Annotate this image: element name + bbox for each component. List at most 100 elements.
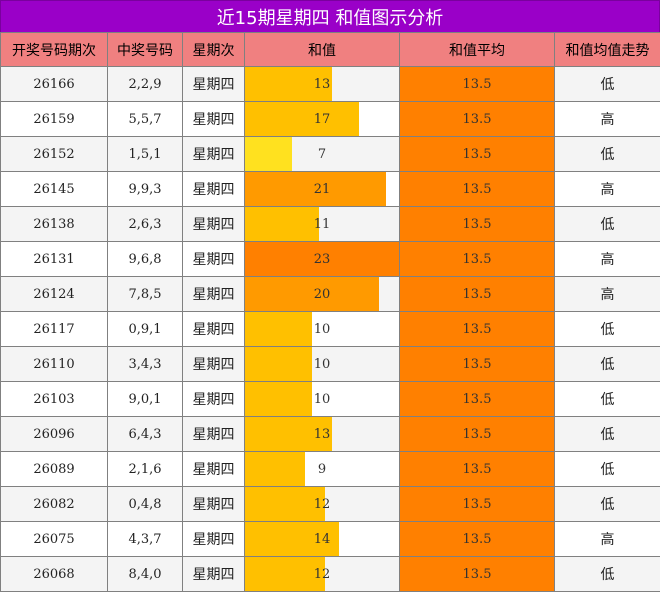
sum-cell: 10 (244, 311, 400, 347)
trend-cell: 低 (554, 136, 660, 172)
trend-cell: 低 (554, 381, 660, 417)
weekday-cell: 星期四 (182, 346, 245, 382)
sum-value-label: 13 (313, 426, 331, 442)
sum-value-label: 10 (313, 391, 331, 407)
sum-bar-track: 12 (245, 557, 399, 591)
sum-bar (245, 172, 386, 206)
weekday-cell: 星期四 (182, 521, 245, 557)
sum-value-label: 10 (313, 356, 331, 372)
sum-bar-track: 10 (245, 312, 399, 346)
sum-bar-track: 7 (245, 137, 399, 171)
issue-cell: 26075 (0, 521, 108, 557)
header-trend: 和值均值走势 (554, 32, 660, 67)
sum-bar-track: 21 (245, 172, 399, 206)
average-cell: 13.5 (399, 451, 555, 487)
sum-cell: 10 (244, 346, 400, 382)
sum-cell: 12 (244, 556, 400, 592)
sum-value-label: 11 (313, 216, 331, 232)
sum-bar (245, 207, 319, 241)
average-cell: 13.5 (399, 346, 555, 382)
sum-cell: 13 (244, 66, 400, 102)
weekday-cell: 星期四 (182, 66, 245, 102)
issue-cell: 26096 (0, 416, 108, 452)
table-row: 26096 6,4,3 星期四 13 13.5 低 (0, 416, 660, 452)
trend-cell: 高 (554, 276, 660, 312)
sum-value-label: 12 (313, 566, 331, 582)
sum-cell: 9 (244, 451, 400, 487)
average-cell: 13.5 (399, 101, 555, 137)
sum-cell: 7 (244, 136, 400, 172)
trend-cell: 低 (554, 206, 660, 242)
average-cell: 13.5 (399, 556, 555, 592)
table-row: 26103 9,0,1 星期四 10 13.5 低 (0, 381, 660, 417)
sum-value-label: 10 (313, 321, 331, 337)
trend-cell: 低 (554, 346, 660, 382)
issue-cell: 26131 (0, 241, 108, 277)
header-issue: 开奖号码期次 (0, 32, 108, 67)
average-cell: 13.5 (399, 66, 555, 102)
issue-cell: 26138 (0, 206, 108, 242)
numbers-cell: 3,4,3 (107, 346, 183, 382)
average-cell: 13.5 (399, 486, 555, 522)
sum-value-label: 7 (317, 146, 327, 162)
sum-bar (245, 522, 339, 556)
sum-bar-track: 20 (245, 277, 399, 311)
weekday-cell: 星期四 (182, 381, 245, 417)
weekday-cell: 星期四 (182, 311, 245, 347)
weekday-cell: 星期四 (182, 241, 245, 277)
sum-bar-track: 17 (245, 102, 399, 136)
numbers-cell: 5,5,7 (107, 101, 183, 137)
numbers-cell: 0,4,8 (107, 486, 183, 522)
table-body: 26166 2,2,9 星期四 13 13.5 低 26159 5,5,7 星期四 17 13.5 高… (0, 66, 660, 592)
numbers-cell: 7,8,5 (107, 276, 183, 312)
issue-cell: 26152 (0, 136, 108, 172)
sum-bar (245, 452, 306, 486)
trend-cell: 低 (554, 451, 660, 487)
trend-cell: 高 (554, 521, 660, 557)
numbers-cell: 9,0,1 (107, 381, 183, 417)
sum-value-label: 23 (313, 251, 331, 267)
trend-cell: 高 (554, 101, 660, 137)
numbers-cell: 1,5,1 (107, 136, 183, 172)
numbers-cell: 9,9,3 (107, 171, 183, 207)
sum-value-label: 9 (317, 461, 327, 477)
trend-cell: 高 (554, 171, 660, 207)
weekday-cell: 星期四 (182, 136, 245, 172)
weekday-cell: 星期四 (182, 556, 245, 592)
average-cell: 13.5 (399, 171, 555, 207)
numbers-cell: 0,9,1 (107, 311, 183, 347)
weekday-cell: 星期四 (182, 206, 245, 242)
sum-bar (245, 382, 312, 416)
average-cell: 13.5 (399, 311, 555, 347)
sum-value-label: 20 (313, 286, 331, 302)
sum-value-label: 13 (313, 76, 331, 92)
sum-bar (245, 417, 333, 451)
table-row: 26089 2,1,6 星期四 9 13.5 低 (0, 451, 660, 487)
numbers-cell: 4,3,7 (107, 521, 183, 557)
sum-cell: 17 (244, 101, 400, 137)
header-average: 和值平均 (399, 32, 555, 67)
header-row: 开奖号码期次 中奖号码 星期次 和值 和值平均 和值均值走势 (0, 32, 660, 67)
sum-value-label: 14 (313, 531, 331, 547)
sum-value-label: 21 (313, 181, 331, 197)
average-cell: 13.5 (399, 276, 555, 312)
sum-bar-track: 14 (245, 522, 399, 556)
weekday-cell: 星期四 (182, 276, 245, 312)
chart-title: 近15期星期四 和值图示分析 (0, 0, 660, 33)
average-cell: 13.5 (399, 521, 555, 557)
trend-cell: 低 (554, 486, 660, 522)
table-row: 26152 1,5,1 星期四 7 13.5 低 (0, 136, 660, 172)
sum-value-label: 12 (313, 496, 331, 512)
sum-bar (245, 557, 326, 591)
weekday-cell: 星期四 (182, 416, 245, 452)
issue-cell: 26166 (0, 66, 108, 102)
sum-value-label: 17 (313, 111, 331, 127)
sum-bar (245, 137, 292, 171)
issue-cell: 26117 (0, 311, 108, 347)
issue-cell: 26159 (0, 101, 108, 137)
numbers-cell: 8,4,0 (107, 556, 183, 592)
sum-bar (245, 242, 399, 276)
issue-cell: 26089 (0, 451, 108, 487)
sum-bar-track: 10 (245, 347, 399, 381)
